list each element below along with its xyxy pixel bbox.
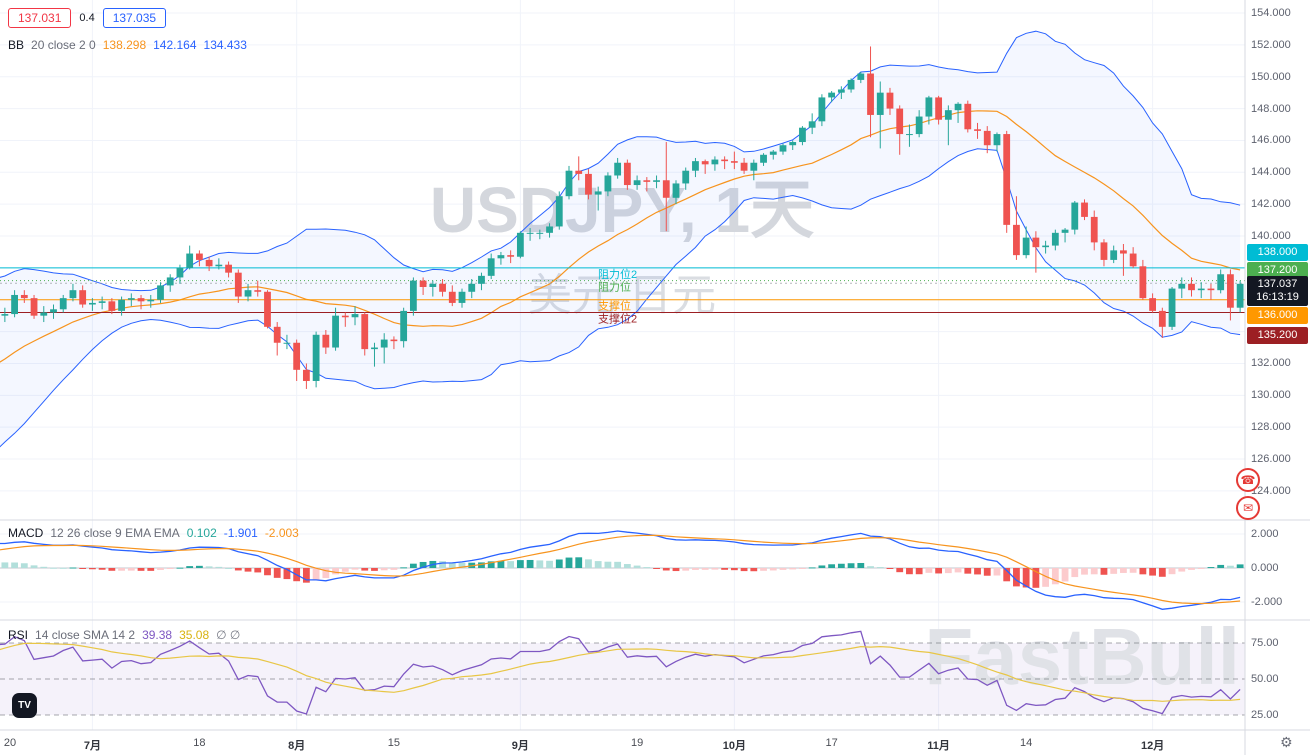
macd-legend-name: MACD (8, 526, 44, 540)
time-axis-label: 14 (1020, 737, 1033, 749)
time-axis-label: 9月 (511, 740, 529, 752)
ask-price-badge: 137.035 (102, 8, 167, 28)
rsi-legend[interactable]: RSI 14 close SMA 14 2 39.38 35.08 ∅ ∅ (8, 628, 240, 642)
svg-text:USDJPY, 1天: USDJPY, 1天 (430, 174, 814, 246)
macd-legend[interactable]: MACD 12 26 close 9 EMA EMA 0.102 -1.901 -2… (8, 526, 299, 540)
axis-label: 148.000 (1251, 102, 1291, 115)
axis-label: 152.000 (1251, 38, 1291, 51)
indicator-value: 134.433 (203, 38, 247, 52)
countdown-timer: 16:13:19 (1256, 291, 1299, 303)
axis-label: 128.000 (1251, 421, 1291, 434)
indicator-value: 138.298 (102, 38, 147, 52)
floating-phone-icon-button[interactable]: ☎ (1236, 468, 1260, 492)
indicator-value: 35.08 (179, 628, 210, 642)
rsi-legend-values: 39.38 35.08 ∅ ∅ (142, 628, 240, 642)
axis-label: 124.000 (1251, 484, 1291, 497)
time-axis-label: 20 (3, 737, 17, 749)
time-axis-label: 11月 (927, 740, 950, 752)
axis-label: 144.000 (1251, 166, 1291, 179)
axis-label: 146.000 (1251, 134, 1291, 147)
support-badge: 136.000 (1247, 307, 1308, 324)
time-axis-label: 10月 (722, 740, 746, 752)
bb-legend-values: 138.298 142.164 134.433 (103, 38, 247, 52)
time-axis-label: 8月 (288, 740, 306, 752)
indicator-value: -2.003 (264, 526, 299, 540)
time-axis-label: 17 (825, 737, 838, 749)
time-axis-label: 15 (387, 737, 401, 749)
axis-label: -2.000 (1251, 596, 1283, 608)
axis-label: 142.000 (1251, 198, 1291, 211)
indicator-value: 142.164 (153, 38, 197, 52)
time-axis-label: 18 (193, 737, 206, 749)
axis-label: 150.000 (1251, 70, 1291, 83)
time-axis-label: 7月 (83, 740, 101, 752)
support2-badge: 135.200 (1247, 327, 1308, 344)
axis-label: 25.00 (1251, 709, 1279, 721)
quote-row: 137.031 0.4 137.035 (8, 8, 167, 28)
time-axis-label: 19 (630, 737, 644, 749)
indicator-value: -1.901 (223, 526, 258, 540)
tradingview-logo-icon[interactable]: TV (12, 693, 37, 718)
axis-label: 50.00 (1251, 673, 1279, 685)
macd-legend-params: 12 26 close 9 EMA EMA (50, 526, 180, 540)
axis-label: 140.000 (1251, 230, 1291, 243)
resistance-badge: 137.200 (1247, 262, 1308, 279)
axis-label: 154.000 (1251, 7, 1291, 19)
bb-legend-name: BB (8, 38, 25, 52)
bid-price-badge: 137.031 (8, 8, 72, 28)
macd-legend-values: 0.102 -1.901 -2.003 (187, 526, 299, 540)
svg-text:支撑位: 支撑位 (598, 299, 631, 313)
axis-label: 132.000 (1251, 357, 1291, 370)
axis-label: 130.000 (1251, 389, 1291, 402)
axis-label: 126.000 (1251, 453, 1291, 466)
svg-text:美元 日元: 美元 日元 (528, 271, 716, 320)
resistance2-badge: 138.000 (1247, 244, 1308, 261)
svg-text:阻力位2: 阻力位2 (598, 267, 637, 281)
axis-label: 0.000 (1251, 562, 1279, 574)
floating-mail-icon-button[interactable]: ✉ (1236, 496, 1260, 520)
svg-text:支撑位2: 支撑位2 (598, 311, 637, 325)
bb-legend-params: 20 close 2 0 (31, 38, 96, 52)
axis-label: 75.00 (1251, 637, 1279, 649)
time-axis-label: 12月 (1140, 740, 1165, 752)
axis-label: 2.000 (1251, 528, 1279, 540)
indicator-value: 0.102 (186, 526, 217, 540)
spread-value: 0.4 (79, 12, 95, 24)
svg-text:FastBull: FastBull (924, 612, 1240, 701)
settings-gear-icon[interactable]: ⚙ (1280, 734, 1293, 750)
indicator-value: 39.38 (142, 628, 173, 642)
current-price-badge: 137.037 16:13:19 (1247, 276, 1308, 306)
indicator-value: ∅ ∅ (216, 628, 241, 642)
rsi-legend-params: 14 close SMA 14 2 (35, 628, 136, 642)
rsi-legend-name: RSI (8, 628, 29, 642)
svg-text:阻力位: 阻力位 (598, 280, 631, 294)
bb-legend[interactable]: BB 20 close 2 0 138.298 142.164 134.433 (8, 38, 247, 52)
